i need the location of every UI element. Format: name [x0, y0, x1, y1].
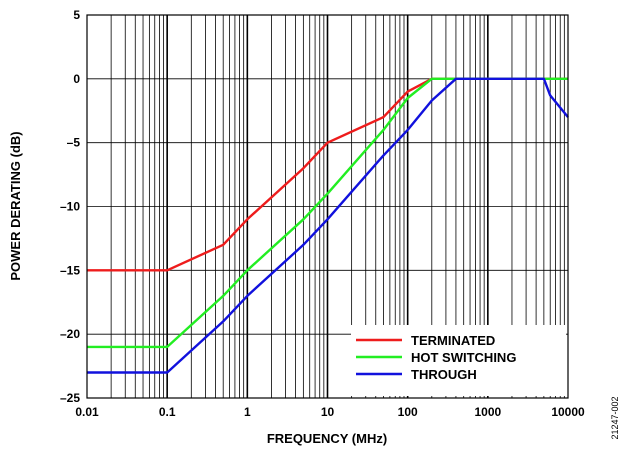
x-tick-label: 0.01: [75, 405, 99, 419]
legend: TERMINATED HOT SWITCHING THROUGH: [351, 325, 566, 396]
legend-label: THROUGH: [411, 367, 477, 382]
y-axis-title: POWER DERATING (dB): [8, 131, 23, 280]
x-tick-labels: 0.01 0.1 1 10 100 1000 10000: [75, 405, 585, 419]
legend-background: [351, 325, 566, 396]
series-line-0: [87, 77, 568, 272]
y-tick-label: –5: [67, 136, 81, 150]
y-tick-label: –15: [60, 263, 80, 277]
y-tick-label: –25: [60, 391, 80, 405]
x-tick-label: 1: [244, 405, 251, 419]
series-line-1: [87, 77, 568, 349]
series-lines: [87, 77, 569, 374]
plot-frame: [86, 14, 569, 399]
legend-label: HOT SWITCHING: [411, 350, 516, 365]
y-tick-label: 5: [73, 8, 80, 22]
y-tick-label: –10: [60, 200, 80, 214]
x-tick-label: 100: [398, 405, 418, 419]
y-tick-label: 0: [73, 72, 80, 86]
y-tick-labels: 5 0 –5 –10 –15 –20 –25: [60, 8, 80, 405]
x-axis-title: FREQUENCY (MHz): [267, 431, 387, 446]
x-tick-label: 1000: [474, 405, 501, 419]
y-tick-label: –20: [60, 327, 80, 341]
x-tick-label: 10000: [551, 405, 585, 419]
series-line-2: [87, 77, 569, 374]
legend-label: TERMINATED: [411, 333, 495, 348]
x-tick-label: 0.1: [159, 405, 176, 419]
x-tick-label: 10: [321, 405, 335, 419]
figure-id: 21247-002: [610, 396, 620, 439]
